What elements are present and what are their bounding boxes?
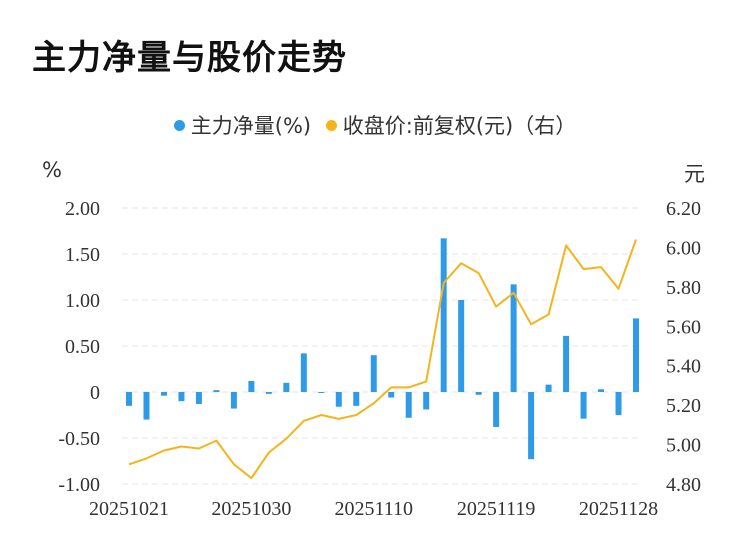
legend-dot-price (325, 120, 337, 131)
left-tick-label: 2.00 (65, 198, 100, 220)
net-volume-bar (563, 335, 570, 392)
legend-dot-net (173, 120, 185, 131)
net-volume-bar (405, 392, 412, 418)
right-tick-label: 5.80 (666, 277, 701, 299)
net-volume-bar (353, 392, 360, 406)
right-tick-label: 6.00 (666, 237, 701, 259)
left-axis-unit: % (42, 158, 62, 182)
x-tick-label: 20251119 (457, 498, 536, 520)
net-volume-bar (493, 392, 500, 427)
x-tick-label: 20251030 (211, 498, 291, 520)
net-volume-bar (423, 392, 430, 410)
net-volume-bar (440, 238, 447, 392)
net-volume-bar (633, 318, 639, 392)
legend-item-price[interactable]: 收盘价:前复权(元)（右） (325, 110, 577, 140)
net-volume-bar (475, 392, 482, 395)
left-tick-label: -0.50 (58, 428, 100, 450)
net-volume-bar (545, 384, 552, 392)
net-volume-bar (580, 392, 587, 419)
net-volume-bar (230, 392, 237, 409)
chart-title: 主力净量与股价走势 (32, 38, 347, 78)
net-volume-bar (318, 392, 325, 393)
legend-label-price: 收盘价:前复权(元)（右） (342, 114, 577, 138)
net-volume-bar (510, 284, 517, 392)
net-volume-bar (388, 392, 395, 398)
x-tick-label: 20251021 (89, 498, 169, 520)
left-tick-label: 1.50 (65, 244, 100, 266)
right-axis-unit: 元 (684, 162, 705, 186)
net-volume-bar (528, 392, 535, 460)
left-tick-label: 0.50 (65, 336, 100, 358)
left-tick-label: -1.00 (58, 474, 100, 496)
right-tick-label: 5.60 (666, 316, 701, 338)
net-volume-bar (213, 390, 220, 392)
net-volume-bar (178, 392, 185, 402)
net-volume-bar (248, 380, 255, 392)
right-tick-label: 5.40 (666, 356, 701, 378)
legend-item-net[interactable]: 主力净量(%) (173, 110, 312, 140)
net-volume-bar (598, 389, 605, 392)
net-volume-bar (126, 392, 132, 406)
net-volume-bar (143, 392, 150, 420)
net-volume-bar (458, 300, 465, 392)
left-tick-label: 1.00 (65, 290, 100, 312)
price-line (128, 239, 637, 480)
legend: 主力净量(%) 收盘价:前复权(元)（右） (0, 110, 750, 140)
right-tick-label: 4.80 (666, 474, 701, 496)
right-tick-label: 6.20 (666, 198, 701, 220)
net-volume-bar (335, 392, 342, 407)
right-tick-label: 5.00 (666, 435, 701, 457)
net-volume-bar (160, 392, 167, 396)
legend-label-net: 主力净量(%) (190, 114, 312, 138)
net-volume-bar (300, 353, 307, 392)
x-tick-label: 20251110 (335, 498, 414, 520)
net-volume-bar (195, 392, 202, 404)
net-volume-bar (370, 355, 377, 392)
net-volume-bar (283, 382, 290, 392)
net-volume-bar (615, 392, 622, 415)
right-tick-label: 5.20 (666, 395, 701, 417)
net-volume-bar (265, 392, 272, 394)
left-tick-label: 0 (90, 382, 100, 404)
x-tick-label: 20251128 (579, 498, 658, 520)
